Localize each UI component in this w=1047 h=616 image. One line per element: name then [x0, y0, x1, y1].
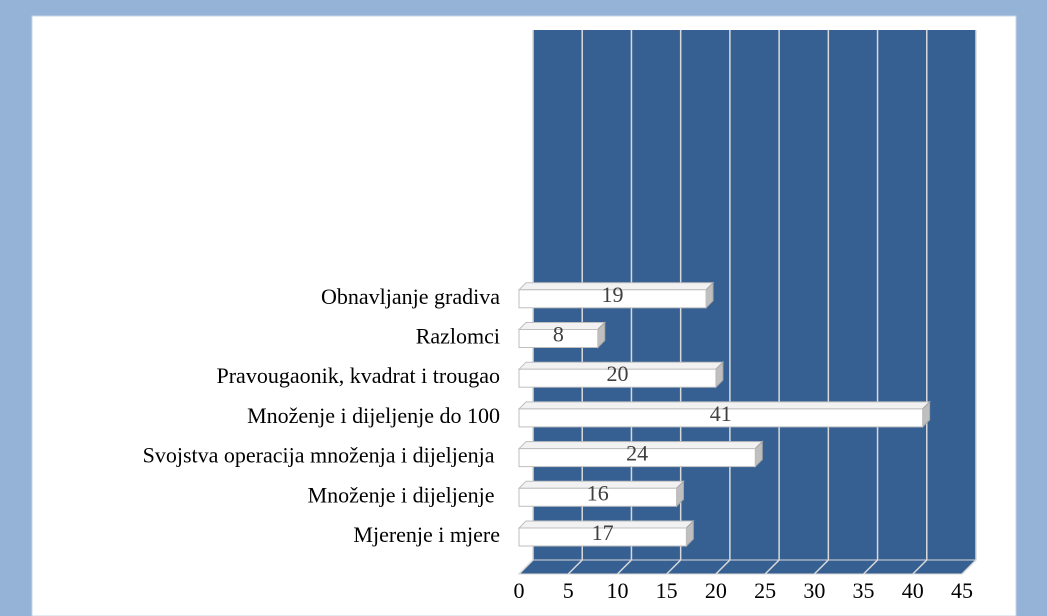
floor-grid-line [863, 559, 879, 575]
floor-grid-line [616, 559, 632, 575]
y-tick-label: Svojstva operacija množenja i dijeljenja [143, 443, 500, 468]
x-tick-label: 0 [514, 578, 525, 603]
y-tick-label: Pravougaonik, kvadrat i trougao [217, 363, 501, 388]
x-tick-label: 45 [951, 578, 973, 603]
x-tick-label: 40 [902, 578, 924, 603]
value-label: 20 [606, 361, 628, 386]
value-label: 19 [602, 282, 624, 307]
value-label: 16 [587, 480, 609, 505]
floor-grid-line [813, 559, 829, 575]
floor [517, 559, 978, 575]
y-tick-label: Mjerenje i mjere [353, 522, 500, 547]
floor-grid-line [666, 559, 682, 575]
bar [518, 448, 756, 468]
x-tick-label: 5 [563, 578, 574, 603]
x-tick-label: 25 [754, 578, 776, 603]
floor-grid-line [567, 559, 583, 575]
y-tick-label: Množenje i dijeljenje [308, 482, 500, 507]
bar [518, 527, 687, 547]
x-tick-label: 30 [803, 578, 825, 603]
y-tick-label: Množenje i dijeljenje do 100 [247, 403, 500, 428]
bar [518, 329, 599, 348]
value-label: 24 [626, 441, 648, 466]
value-label: 41 [710, 401, 732, 426]
x-tick-label: 10 [606, 578, 628, 603]
bar [518, 368, 717, 388]
floor-grid-line [715, 559, 731, 575]
value-label: 17 [592, 520, 614, 545]
floor-grid-line [518, 559, 534, 575]
bar [518, 289, 707, 309]
x-tick-label: 35 [853, 578, 875, 603]
value-label: 8 [553, 322, 564, 347]
x-tick-label: 15 [656, 578, 678, 603]
floor-grid-line [764, 559, 780, 575]
x-tick-label: 20 [705, 578, 727, 603]
y-tick-label: Razlomci [416, 324, 500, 349]
floor-grid-line [912, 559, 928, 575]
floor-grid-line [961, 559, 977, 575]
y-tick-label: Obnavljanje gradiva [321, 284, 500, 309]
bar [518, 487, 678, 507]
bar [518, 408, 924, 428]
